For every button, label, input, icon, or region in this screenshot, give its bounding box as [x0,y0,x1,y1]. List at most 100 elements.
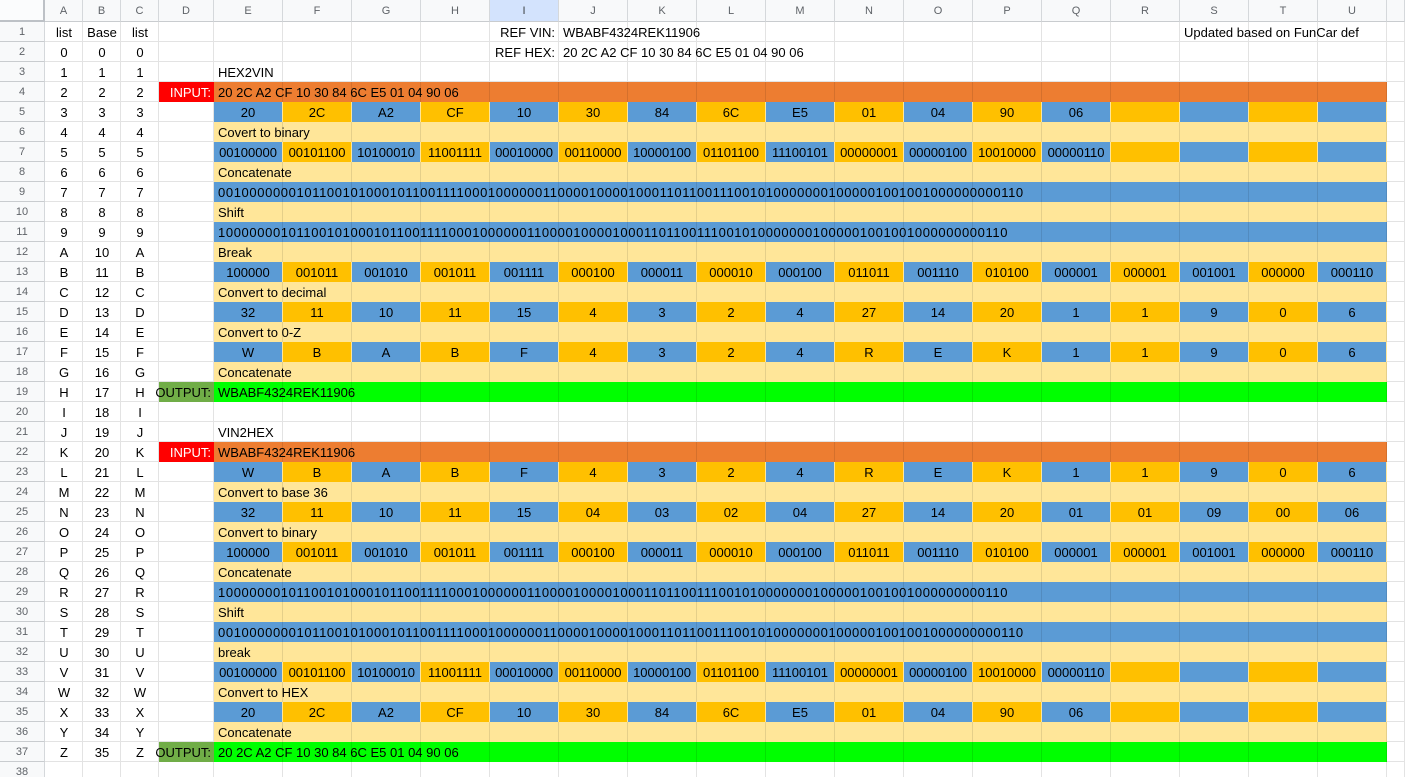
cell-B18[interactable] [83,362,121,382]
column-header-G[interactable]: G [352,0,421,22]
cell-F23[interactable]: B [283,462,352,482]
step-label-row6[interactable]: Covert to binary [214,122,1387,142]
cell-A21[interactable] [45,422,83,442]
cell-B38[interactable] [83,762,121,777]
row-header-1[interactable]: 1 [0,22,45,42]
cell-A13[interactable] [45,262,83,282]
cell-A15[interactable] [45,302,83,322]
cell-D17[interactable] [159,342,214,362]
cell-B21[interactable]: 19 [94,424,110,440]
cell-A27[interactable] [45,542,83,562]
cell-L38[interactable] [697,762,766,777]
cell-F3[interactable] [283,62,352,82]
row-header-19[interactable]: 19 [0,382,45,402]
cell-M38[interactable] [766,762,835,777]
cell-A27[interactable]: P [59,544,69,560]
cell-A19[interactable]: H [59,384,69,400]
cell-B13[interactable]: 11 [95,264,109,280]
row-header-25[interactable]: 25 [0,502,45,522]
cell-K20[interactable] [628,402,697,422]
cell-A24[interactable] [45,482,83,502]
cell-O1[interactable] [904,22,973,42]
cell-S7[interactable] [1180,142,1249,162]
cell-B13[interactable] [83,262,121,282]
cell-T7[interactable] [1249,142,1318,162]
cell-J5[interactable]: 30 [559,102,628,122]
cell-O21[interactable] [904,422,973,442]
cell-Q15[interactable]: 1 [1042,302,1111,322]
cell-R1[interactable] [1111,22,1180,42]
cell-F38[interactable] [283,762,352,777]
cell-C24[interactable]: M [134,484,146,500]
cell-L20[interactable] [697,402,766,422]
cell-T1[interactable] [1249,22,1318,42]
cell-U15[interactable]: 6 [1318,302,1387,322]
row-header-26[interactable]: 26 [0,522,45,542]
cell-M5[interactable]: E5 [766,102,835,122]
cell-C14[interactable] [121,282,159,302]
cell-I2[interactable] [490,42,559,62]
column-header-N[interactable]: N [835,0,904,22]
cell-C4[interactable]: 2 [136,84,144,100]
cell-C9[interactable] [121,182,159,202]
cell-J1[interactable]: WBABF4324REK11906 [559,22,700,42]
cell-B26[interactable]: 24 [94,524,110,540]
cell-C33[interactable]: V [135,664,145,680]
column-header-D[interactable]: D [159,0,214,22]
cell-B32[interactable]: 30 [94,644,110,660]
cell-E7[interactable]: 00100000 [214,142,283,162]
cell-O3[interactable] [904,62,973,82]
cell-D29[interactable] [159,582,214,602]
column-header-A[interactable]: A [45,0,83,22]
cell-O5[interactable]: 04 [904,102,973,122]
select-all-corner[interactable] [0,0,45,22]
cell-B28[interactable]: 26 [94,564,110,580]
cell-Q13[interactable]: 000001 [1042,262,1111,282]
cell-U20[interactable] [1318,402,1387,422]
cell-B4[interactable]: 2 [98,84,106,100]
cell-J2[interactable] [559,42,628,62]
cell-E33[interactable]: 00100000 [214,662,283,682]
row-header-23[interactable]: 23 [0,462,45,482]
cell-G1[interactable] [352,22,421,42]
cell-M25[interactable]: 04 [766,502,835,522]
cell-C33[interactable] [121,662,159,682]
cell-R23[interactable]: 1 [1111,462,1180,482]
row-header-20[interactable]: 20 [0,402,45,422]
cell-C1[interactable]: list [132,24,148,40]
cell-O15[interactable]: 14 [904,302,973,322]
cell-F21[interactable] [283,422,352,442]
cell-P38[interactable] [973,762,1042,777]
cell-M3[interactable] [766,62,835,82]
cell-T13[interactable]: 000000 [1249,262,1318,282]
cell-A38[interactable] [45,762,83,777]
cell-C34[interactable]: W [133,684,147,700]
cell-H15[interactable]: 11 [421,302,490,322]
cell-U2[interactable] [1318,42,1387,62]
cell-A12[interactable]: A [59,244,69,260]
cell-O23[interactable]: E [904,462,973,482]
cell-B34[interactable] [83,682,121,702]
row-header-10[interactable]: 10 [0,202,45,222]
cell-N35[interactable]: 01 [835,702,904,722]
cell-B34[interactable]: 32 [94,684,110,700]
cell-E3[interactable]: HEX2VIN [218,64,274,80]
cell-N7[interactable]: 00000001 [835,142,904,162]
cell-D9[interactable] [159,182,214,202]
cell-B15[interactable] [83,302,121,322]
cell-A31[interactable]: T [60,624,68,640]
cell-A1[interactable] [45,22,83,42]
cell-B10[interactable] [83,202,121,222]
cell-C1[interactable] [121,22,159,42]
cell-M2[interactable] [766,42,835,62]
cell-O13[interactable]: 001110 [904,262,973,282]
cell-B36[interactable]: 34 [94,724,110,740]
cell-B35[interactable] [83,702,121,722]
cell-D18[interactable] [159,362,214,382]
cell-C9[interactable]: 7 [136,184,144,200]
cell-L21[interactable] [697,422,766,442]
row-header-17[interactable]: 17 [0,342,45,362]
cell-B2[interactable]: 0 [98,44,106,60]
cell-H1[interactable] [421,22,490,42]
step-label-row8[interactable]: Concatenate [214,162,1387,182]
